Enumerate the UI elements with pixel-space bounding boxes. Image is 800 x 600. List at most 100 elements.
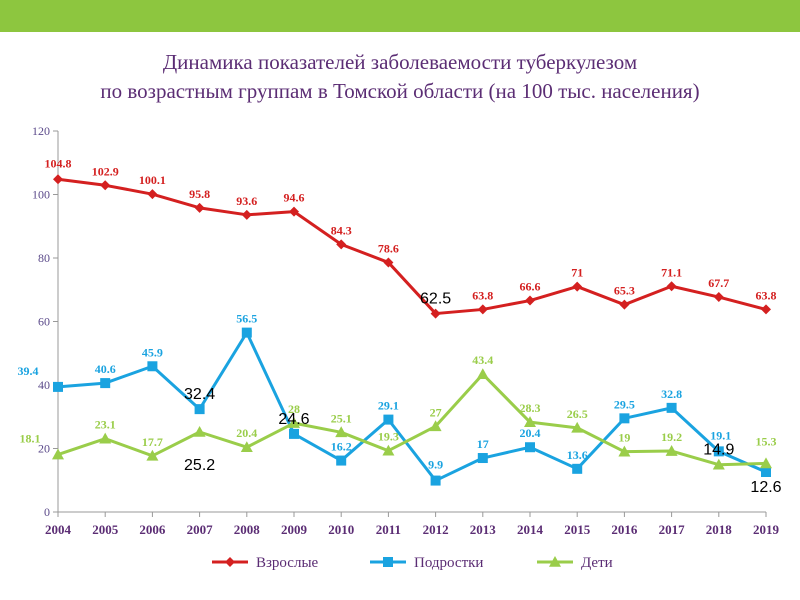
data-label: 19.3 bbox=[378, 430, 399, 444]
data-label: 23.1 bbox=[95, 418, 116, 432]
data-label: 20.4 bbox=[236, 426, 257, 440]
data-label: 18.1 bbox=[20, 432, 41, 446]
x-tick-label: 2015 bbox=[564, 522, 591, 537]
series-line-1 bbox=[57, 177, 767, 316]
data-point bbox=[241, 209, 252, 220]
data-label: 17.7 bbox=[142, 435, 163, 449]
data-label: 16.2 bbox=[331, 440, 352, 454]
data-point bbox=[666, 281, 677, 292]
data-label: 19 bbox=[618, 431, 630, 445]
top-accent-bar bbox=[0, 0, 800, 32]
data-point bbox=[240, 441, 253, 453]
data-label: 71.1 bbox=[661, 265, 682, 279]
legend-marker bbox=[383, 557, 393, 567]
x-tick-label: 2017 bbox=[659, 522, 686, 537]
data-point bbox=[619, 299, 630, 310]
data-point bbox=[289, 428, 299, 439]
x-tick-label: 2010 bbox=[328, 522, 354, 537]
data-point bbox=[383, 414, 394, 425]
data-point bbox=[665, 445, 678, 456]
data-label: 24.6 bbox=[278, 411, 309, 428]
x-tick-label: 2005 bbox=[92, 522, 119, 537]
data-label: 65.3 bbox=[614, 284, 635, 298]
data-point bbox=[572, 463, 583, 474]
chart-title-line-2: по возрастным группам в Томской области … bbox=[100, 79, 700, 103]
data-label: 32.8 bbox=[661, 387, 682, 401]
data-point bbox=[288, 417, 300, 428]
series-line-3 bbox=[57, 372, 767, 467]
data-label: 13.6 bbox=[567, 448, 588, 462]
data-point bbox=[336, 455, 347, 466]
data-label: 14.9 bbox=[703, 442, 734, 459]
data-point bbox=[99, 432, 112, 444]
data-point bbox=[100, 180, 111, 191]
data-point bbox=[525, 442, 535, 453]
data-point bbox=[761, 466, 771, 477]
data-label: 27 bbox=[430, 405, 442, 419]
data-label: 100.1 bbox=[139, 173, 166, 187]
data-label: 63.8 bbox=[756, 288, 777, 302]
data-label: 93.6 bbox=[236, 194, 257, 208]
data-label: 94.6 bbox=[284, 191, 305, 205]
data-label: 102.9 bbox=[92, 164, 119, 178]
data-point bbox=[524, 416, 536, 427]
data-point bbox=[666, 402, 677, 413]
data-point bbox=[53, 174, 63, 185]
data-point bbox=[146, 449, 159, 461]
data-point bbox=[383, 257, 394, 268]
data-label: 39.4 bbox=[18, 364, 39, 378]
x-tick-label: 2008 bbox=[234, 522, 261, 537]
data-label: 63.8 bbox=[472, 288, 493, 302]
data-label: 78.6 bbox=[378, 241, 399, 255]
x-tick-label: 2011 bbox=[376, 522, 401, 537]
x-tick-label: 2016 bbox=[611, 522, 638, 537]
series-line-2 bbox=[57, 331, 767, 483]
data-point bbox=[760, 457, 772, 469]
data-point bbox=[53, 381, 63, 392]
x-tick-label: 2007 bbox=[187, 522, 214, 537]
data-label: 62.5 bbox=[420, 291, 451, 308]
data-label: 25.2 bbox=[184, 457, 215, 474]
data-point bbox=[194, 202, 205, 213]
data-label: 17 bbox=[477, 437, 489, 451]
data-label: 12.6 bbox=[750, 479, 781, 496]
data-label: 25.1 bbox=[331, 411, 352, 425]
data-label: 19.2 bbox=[661, 430, 682, 444]
y-tick-label: 80 bbox=[38, 251, 50, 265]
y-tick-label: 60 bbox=[38, 315, 50, 329]
data-label: 84.3 bbox=[331, 223, 352, 237]
data-point bbox=[712, 458, 725, 470]
data-point bbox=[525, 295, 535, 306]
data-label: 67.7 bbox=[708, 276, 729, 290]
data-label: 29.1 bbox=[378, 399, 399, 413]
x-tick-label: 2014 bbox=[517, 522, 544, 537]
x-tick-label: 2013 bbox=[470, 522, 497, 537]
data-label: 71 bbox=[571, 266, 583, 280]
data-label: 15.3 bbox=[756, 434, 777, 448]
data-point bbox=[477, 453, 488, 464]
x-tick-label: 2009 bbox=[281, 522, 308, 537]
data-label: 43.4 bbox=[472, 353, 493, 367]
data-point bbox=[476, 368, 489, 380]
data-point bbox=[618, 445, 631, 457]
data-label: 28 bbox=[288, 402, 300, 416]
data-label: 45.9 bbox=[142, 345, 163, 359]
data-label: 20.4 bbox=[520, 426, 541, 440]
data-point bbox=[241, 327, 252, 338]
data-label: 40.6 bbox=[95, 362, 116, 376]
data-point bbox=[571, 421, 584, 433]
data-point bbox=[335, 426, 348, 438]
y-tick-label: 0 bbox=[44, 505, 50, 519]
data-label: 56.5 bbox=[236, 312, 257, 326]
data-point bbox=[430, 475, 441, 486]
data-label: 29.5 bbox=[614, 397, 635, 411]
data-point bbox=[289, 206, 299, 217]
data-point bbox=[147, 361, 158, 372]
data-point bbox=[100, 378, 111, 389]
data-point bbox=[572, 281, 583, 292]
x-tick-label: 2006 bbox=[139, 522, 166, 537]
data-point bbox=[761, 304, 771, 315]
x-tick-label: 2019 bbox=[753, 522, 780, 537]
legend-label: Взрослые bbox=[256, 555, 319, 571]
